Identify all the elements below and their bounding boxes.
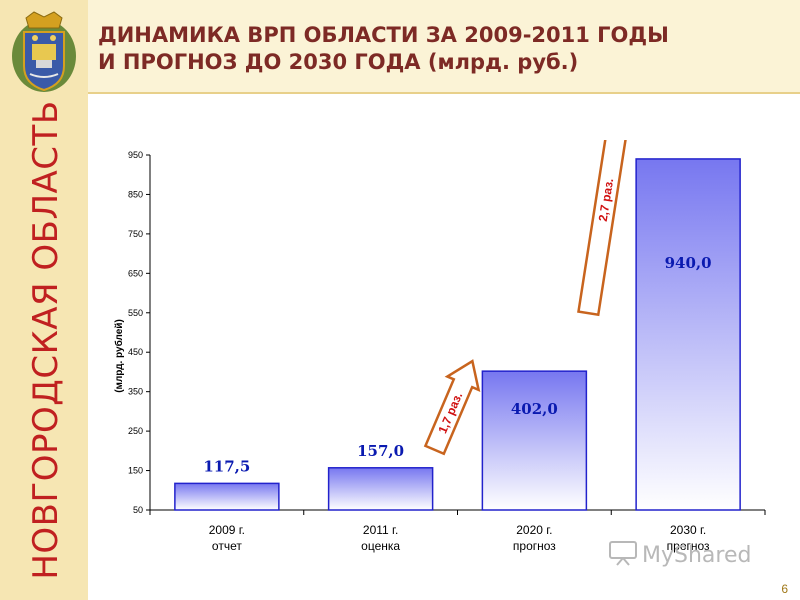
y-tick-label: 650 [128, 268, 143, 278]
region-name: НОВГОРОДСКАЯ ОБЛАСТЬ [26, 100, 66, 580]
x-tick-label: 2009 г. [209, 523, 245, 537]
growth-arrow-shape [423, 359, 481, 456]
header-band [88, 0, 800, 92]
x-tick-label: 2030 г. [670, 523, 706, 537]
x-tick-label: 2011 г. [363, 523, 398, 537]
x-tick-label: 2020 г. [516, 523, 552, 537]
page-title-line-2: И ПРОГНОЗ ДО 2030 ГОДА (млрд. руб.) [98, 50, 579, 74]
page-title-line-1: ДИНАМИКА ВРП ОБЛАСТИ ЗА 2009-2011 ГОДЫ [98, 23, 669, 47]
bar [174, 482, 280, 511]
y-tick-label: 250 [128, 426, 143, 436]
bar [481, 370, 588, 511]
y-tick-label: 750 [128, 229, 143, 239]
title-divider [88, 92, 800, 94]
y-axis: 50 150 250 350 450 550 650 750 850 950 [128, 150, 151, 515]
page-title: ДИНАМИКА ВРП ОБЛАСТИ ЗА 2009-2011 ГОДЫ И… [98, 22, 788, 76]
watermark: MyShared [608, 540, 751, 572]
page-number: 6 [781, 582, 788, 596]
grp-bar-chart: 50 150 250 350 450 550 650 750 850 950 2009 г. отч… [113, 140, 766, 553]
growth-ratio-label: 2,7 раз. [596, 177, 617, 222]
growth-annotations: 1,7 раз. 2,7 раз. [423, 140, 642, 456]
y-tick-label: 850 [128, 189, 143, 199]
y-tick-label: 550 [128, 308, 143, 318]
x-tick-label: отчет [212, 539, 242, 553]
bars [174, 158, 741, 511]
x-tick-label: прогноз [667, 539, 710, 553]
bar [635, 158, 741, 511]
value-labels: 117,5 157,0 402,0 940,0 [203, 254, 711, 476]
y-tick-label: 50 [133, 505, 143, 515]
growth-arrow: 1,7 раз. [423, 359, 481, 456]
growth-arrow: 2,7 раз. [577, 140, 642, 317]
bar-value-label: 117,5 [203, 457, 250, 475]
bar-value-label: 157,0 [357, 442, 404, 460]
bar-value-label: 940,0 [665, 254, 712, 272]
bar-value-label: 402,0 [511, 400, 558, 418]
sidebar: НОВГОРОДСКАЯ ОБЛАСТЬ [0, 0, 88, 600]
coat-of-arms-icon [12, 11, 76, 92]
bar [327, 467, 434, 511]
y-axis-label: (млрд. рублей) [113, 319, 125, 393]
watermark-text: MyShared [642, 543, 752, 568]
presentation-board-icon [608, 540, 638, 572]
x-tick-label: прогноз [513, 539, 556, 553]
growth-arrow-shape [577, 140, 642, 317]
y-tick-label: 150 [128, 466, 143, 476]
y-tick-label: 450 [128, 347, 143, 357]
x-tick-label: оценка [361, 539, 400, 553]
y-tick-label: 350 [128, 387, 143, 397]
y-tick-label: 950 [128, 150, 143, 160]
